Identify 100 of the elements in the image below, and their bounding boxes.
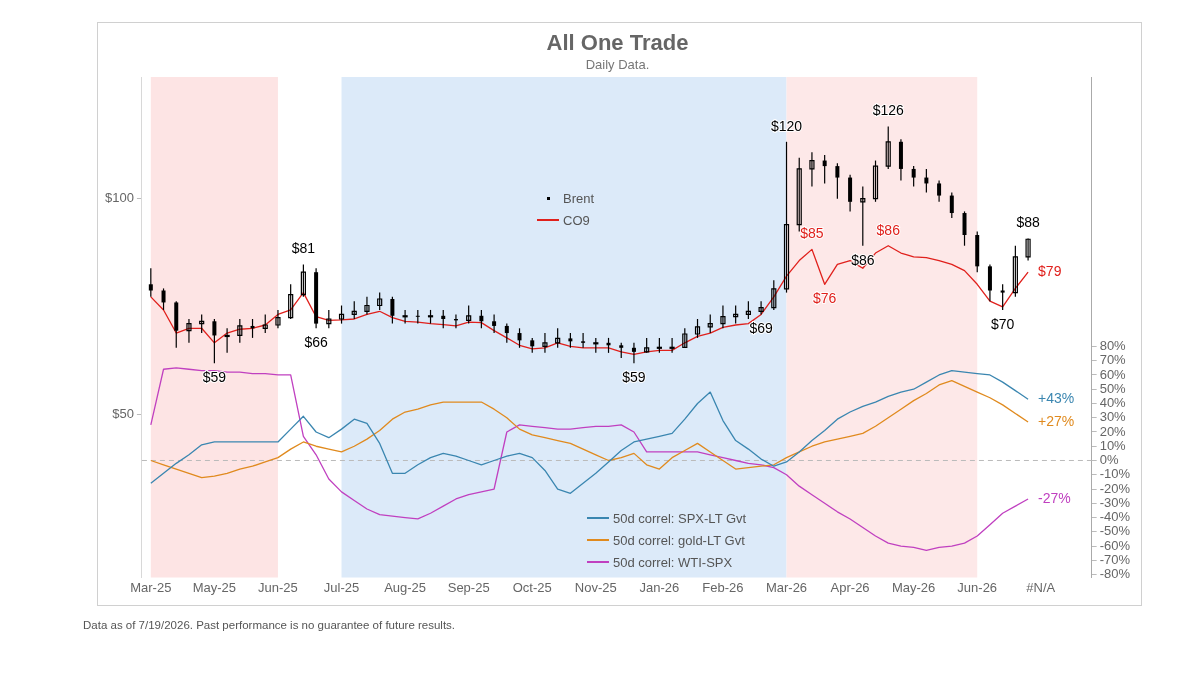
- candlestick: [835, 162, 840, 200]
- candlestick: [669, 337, 675, 354]
- data-label: $85: [800, 225, 824, 242]
- x-tick-label: Jun-25: [258, 579, 298, 595]
- x-tick-label: Nov-25: [574, 579, 617, 595]
- candlestick: [504, 323, 509, 344]
- y2-tick-label: 70%: [1099, 352, 1127, 368]
- candlestick: [300, 263, 306, 298]
- y2-tick-label: 30%: [1099, 409, 1127, 425]
- candlestick: [1000, 283, 1005, 311]
- x-tick-label: Sep-25: [447, 579, 490, 595]
- y2-tick-label: -80%: [1099, 566, 1131, 582]
- candlestick: [962, 210, 967, 247]
- candlestick: [186, 318, 192, 344]
- y-tick-label: $50: [112, 406, 134, 422]
- x-tick-label: Aug-25: [384, 579, 427, 595]
- candlestick: [479, 309, 484, 329]
- candlestick: [237, 318, 243, 344]
- candlestick: [911, 165, 916, 188]
- text: $120: [770, 117, 803, 134]
- y2-tick-label: -10%: [1099, 466, 1131, 482]
- y2-tick-label: -40%: [1099, 509, 1131, 525]
- candlestick: [1025, 237, 1031, 262]
- candlestick: [441, 309, 446, 329]
- candlestick: [364, 296, 370, 316]
- candlestick: [262, 313, 268, 334]
- y2-tick-label: 0%: [1099, 452, 1119, 468]
- text: $59: [622, 369, 646, 386]
- candlestick: [872, 159, 879, 203]
- candlestick: [682, 327, 688, 349]
- x-tick-label: Mar-25: [130, 579, 172, 595]
- y2-tick-label: -70%: [1099, 551, 1131, 567]
- candlestick: [402, 309, 408, 325]
- legend-label: 50d correl: WTI-SPX: [613, 554, 733, 570]
- candlestick: [720, 304, 726, 329]
- candlestick: [212, 318, 217, 364]
- x-tick-label: Apr-26: [830, 579, 870, 595]
- candlestick: [275, 309, 281, 329]
- y2-tick-label: 80%: [1099, 338, 1127, 354]
- legend-label: Brent: [563, 190, 595, 206]
- x-tick-label: May-26: [891, 579, 936, 595]
- y-tick-label: $100: [105, 190, 134, 206]
- text: $69: [749, 320, 773, 337]
- candlestick: [937, 179, 942, 203]
- candlestick: [338, 304, 345, 325]
- candlestick: [390, 296, 395, 325]
- text: $59: [202, 369, 227, 386]
- candlestick: [796, 157, 802, 233]
- candlestick: [492, 313, 497, 334]
- text: $81: [291, 240, 316, 257]
- text: $66: [304, 334, 328, 351]
- y2-tick-label: 60%: [1099, 366, 1127, 382]
- legend-label: CO9: [563, 212, 590, 228]
- candlestick: [542, 332, 548, 354]
- legend-label: 50d correl: SPX-LT Gvt: [613, 510, 747, 526]
- chart-title: All One Trade: [546, 30, 689, 56]
- data-label: $86: [876, 221, 901, 238]
- text: $126: [872, 102, 904, 119]
- x-tick-label: May-25: [192, 579, 237, 595]
- x-tick-label: Feb-26: [702, 579, 744, 595]
- data-label: $76: [812, 290, 837, 307]
- data-label: +27%: [1038, 412, 1075, 429]
- candlestick: [707, 313, 713, 334]
- y2-tick-label: -50%: [1099, 523, 1131, 539]
- text: $88: [1016, 214, 1040, 231]
- text: $70: [990, 315, 1015, 332]
- data-label: $79: [1038, 263, 1062, 280]
- candlestick: [148, 267, 153, 298]
- candlestick: [326, 309, 332, 329]
- candlestick: [771, 279, 777, 311]
- candlestick: [949, 191, 954, 219]
- x-tick-label: Oct-25: [512, 579, 552, 595]
- text: Data as of 7/19/2026. Past performance is no guarantee of future results.: [83, 619, 456, 631]
- legend-label: 50d correl: gold-LT Gvt: [613, 532, 745, 548]
- y2-tick-label: 50%: [1099, 380, 1127, 396]
- x-tick-label: Jan-26: [639, 579, 680, 595]
- y2-tick-label: 40%: [1099, 395, 1127, 411]
- candlestick: [809, 151, 815, 188]
- candlestick: [581, 332, 586, 349]
- candlestick: [517, 327, 522, 349]
- candlestick: [1012, 245, 1018, 298]
- data-label: -27%: [1038, 489, 1071, 506]
- candlestick: [631, 342, 636, 364]
- candlestick: [694, 318, 701, 339]
- x-tick-label: Jul-25: [323, 579, 360, 595]
- y2-tick-label: -20%: [1099, 480, 1131, 496]
- y2-tick-label: -60%: [1099, 537, 1131, 553]
- data-label: +43%: [1038, 390, 1075, 407]
- candlestick: [224, 327, 230, 354]
- chart-subtitle: Daily Data.: [585, 56, 650, 72]
- x-tick-label: #N/A: [1026, 579, 1056, 595]
- x-tick-label: Mar-26: [765, 579, 808, 595]
- candlestick: [161, 287, 166, 311]
- candlestick: [783, 141, 790, 294]
- candlestick: [822, 154, 827, 185]
- candlestick: [885, 125, 891, 170]
- candlestick: [758, 300, 764, 316]
- y2-tick-label: 20%: [1099, 423, 1127, 439]
- x-tick-label: Jun-26: [957, 579, 998, 595]
- y2-tick-label: 10%: [1099, 437, 1127, 453]
